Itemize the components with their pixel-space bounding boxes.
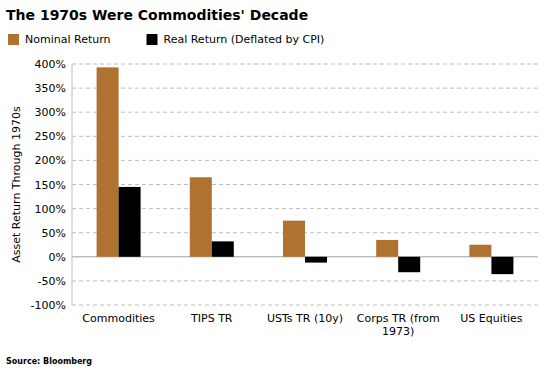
legend: Nominal Return Real Return (Deflated by C… [8, 33, 324, 46]
bar [491, 257, 513, 274]
bar [212, 241, 234, 256]
grid-line [72, 280, 538, 281]
grid-line [72, 64, 538, 65]
title: The 1970s Were Commodities' Decade [6, 7, 308, 23]
grid-line [72, 88, 538, 89]
y-tick-label: -100% [31, 299, 66, 312]
x-tick-label: TIPS TR [190, 312, 233, 325]
legend-label: Nominal Return [25, 33, 111, 46]
grid-line [72, 184, 538, 185]
bar [305, 257, 327, 263]
grid-line [72, 160, 538, 161]
chart: The 1970s Were Commodities' Decade Nomina… [0, 0, 544, 384]
y-tick-label: 200% [35, 154, 66, 167]
grid-line [72, 136, 538, 137]
bar [469, 245, 491, 257]
legend-swatch [8, 34, 19, 45]
y-tick-label: -50% [38, 275, 66, 288]
bar [398, 257, 420, 272]
bar [97, 67, 119, 256]
bar [190, 177, 212, 257]
y-tick-label: 150% [35, 179, 66, 192]
bar [283, 221, 305, 257]
x-tick-label-line: 1973) [382, 325, 414, 338]
bar [376, 240, 398, 257]
y-tick-label: 0% [49, 251, 66, 264]
bar [119, 187, 141, 257]
x-tick-label: Corps TR (from1973) [357, 312, 440, 338]
legend-label: Real Return (Deflated by CPI) [164, 33, 325, 46]
x-tick-label: Commodities [82, 312, 155, 325]
y-axis-line [72, 64, 73, 305]
x-tick-label: USTs TR (10y) [267, 312, 343, 325]
y-tick-label: 100% [35, 203, 66, 216]
y-tick-label: 300% [35, 106, 66, 119]
x-tick-label-line: Corps TR (from [357, 312, 440, 325]
y-tick-label: 350% [35, 82, 66, 95]
legend-swatch [147, 34, 158, 45]
grid-line [72, 208, 538, 209]
y-axis-label: Asset Return Through 1970s [10, 106, 23, 263]
x-tick-label: US Equities [460, 312, 523, 325]
bars [97, 67, 514, 274]
grid-line [72, 112, 538, 113]
y-tick-label: 400% [35, 58, 66, 71]
y-tick-label: 250% [35, 130, 66, 143]
source: Source: Bloomberg [6, 357, 92, 366]
grid-line [72, 305, 538, 306]
y-tick-label: 50% [42, 227, 66, 240]
